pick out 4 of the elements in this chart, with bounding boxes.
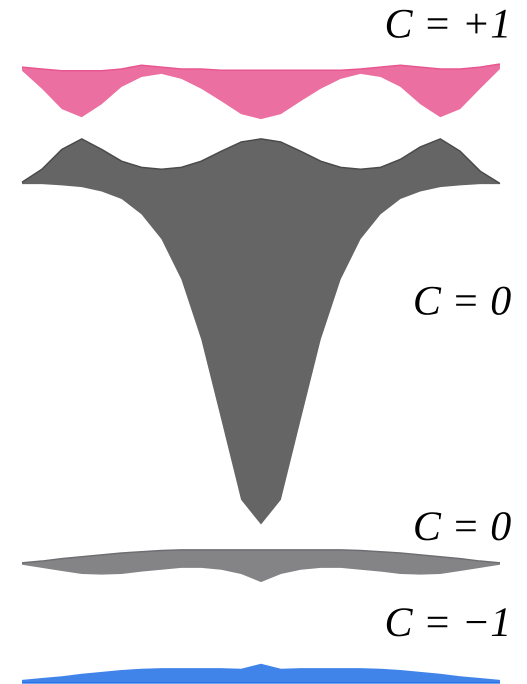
annotation: C = −1 bbox=[384, 600, 512, 646]
text: C = +1 bbox=[384, 1, 512, 48]
annotation: C = 0 bbox=[412, 504, 512, 550]
annotation: C = 0 bbox=[412, 278, 512, 324]
